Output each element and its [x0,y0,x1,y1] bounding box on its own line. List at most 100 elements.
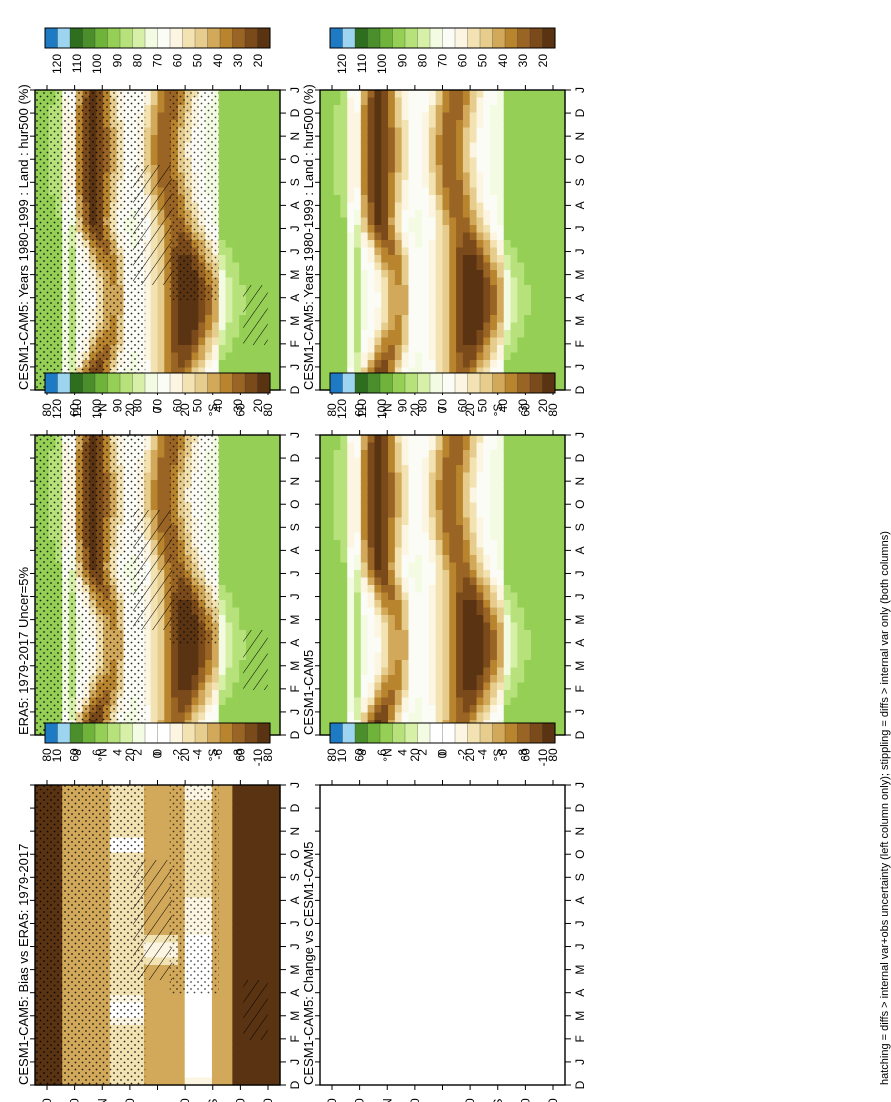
heatmap-cell [171,675,179,684]
heatmap-cell [273,315,281,324]
colorbar-swatch [82,372,96,394]
heatmap-cell [191,675,199,684]
heatmap-cell [326,165,335,174]
heatmap-cell [171,307,179,316]
heatmap-cell [232,180,240,189]
heatmap-cell [252,570,261,579]
heatmap-cell [211,1070,220,1079]
heatmap-cell [164,1010,172,1019]
heatmap-cell [259,127,267,136]
heatmap-cell [245,195,254,204]
heatmap-cell [239,950,247,959]
heatmap-cell [232,822,240,831]
heatmap-cell [225,822,233,831]
heatmap-cell [232,1017,240,1026]
stippling-region [35,90,146,390]
heatmap-cell [157,345,165,354]
heatmap-cell [143,1032,152,1041]
heatmap-cell [245,150,254,159]
colorbar-swatch [107,27,121,49]
heatmap-cell [232,897,240,906]
heatmap-cell [164,135,172,144]
heatmap-cell [333,217,342,226]
heatmap-cell [239,957,247,966]
heatmap-cell [198,667,206,676]
heatmap-cell [225,247,233,256]
heatmap-cell [239,845,247,854]
heatmap-cell [326,127,335,136]
heatmap-cell [252,1040,261,1049]
colorbar-swatch [182,722,196,744]
heatmap-cell [143,1077,152,1086]
heatmap-cell [259,510,267,519]
heatmap-cell [320,150,328,159]
heatmap-cell [164,495,172,504]
heatmap-cell [252,830,261,839]
heatmap-cell [340,360,348,369]
heatmap-cell [326,322,335,331]
heatmap-cell [239,142,247,151]
heatmap-cell [239,547,247,556]
heatmap-cell [232,712,240,721]
heatmap-cell [225,285,233,294]
colorbar-swatch [244,27,259,49]
month-label: D [288,803,302,812]
heatmap-cell [157,845,165,854]
heatmap-cell [205,667,213,676]
heatmap-cell [232,615,240,624]
heatmap-cell [333,202,342,211]
heatmap-cell [259,712,267,721]
heatmap-cell [143,97,152,106]
heatmap-cell [340,352,348,361]
heatmap-cell [143,105,152,114]
heatmap-cell [150,487,159,496]
heatmap-cell [326,307,335,316]
heatmap-cell [150,652,159,661]
heatmap-cell [143,360,152,369]
heatmap-cell [252,920,261,929]
heatmap-cell [198,1017,206,1026]
heatmap-cell [191,322,199,331]
heatmap-cell [177,1025,186,1034]
heatmap-cell [157,660,165,669]
heatmap-cell [252,867,261,876]
heatmap-cell [273,375,281,384]
heatmap-cell [273,682,281,691]
heatmap-cell [360,360,369,369]
heatmap-cell [320,292,328,301]
heatmap-cell [259,875,267,884]
heatmap-cell [367,300,376,309]
heatmap-cell [360,142,369,151]
heatmap-cell [157,645,165,654]
heatmap-cell [360,232,369,241]
heatmap-cell [164,502,172,511]
heatmap-cell [259,532,267,541]
heatmap-cell [198,652,206,661]
heatmap-cell [347,210,355,219]
heatmap-cell [171,300,179,309]
heatmap-cell [245,957,254,966]
heatmap-cell [266,547,274,556]
heatmap-cell [232,450,240,459]
heatmap-cell [340,150,348,159]
colorbar-swatch [119,722,134,744]
heatmap-cell [239,480,247,489]
heatmap-cell [259,435,267,444]
heatmap-cell [266,285,274,294]
heatmap-cell [239,585,247,594]
heatmap-cell [205,1047,213,1056]
heatmap-cell [225,867,233,876]
heatmap-cell [273,860,281,869]
heatmap-cell [218,600,227,609]
month-label: A [288,896,302,904]
heatmap-cell [354,195,362,204]
heatmap-cell [205,1032,213,1041]
heatmap-cell [340,127,348,136]
heatmap-cell [266,97,274,106]
colorbar-swatch [219,27,234,49]
heatmap-cell [340,210,348,219]
colorbar-label: 120 [50,399,64,419]
month-label: F [288,340,302,347]
month-label: J [288,432,302,438]
colorbar-label: 100 [90,399,104,419]
